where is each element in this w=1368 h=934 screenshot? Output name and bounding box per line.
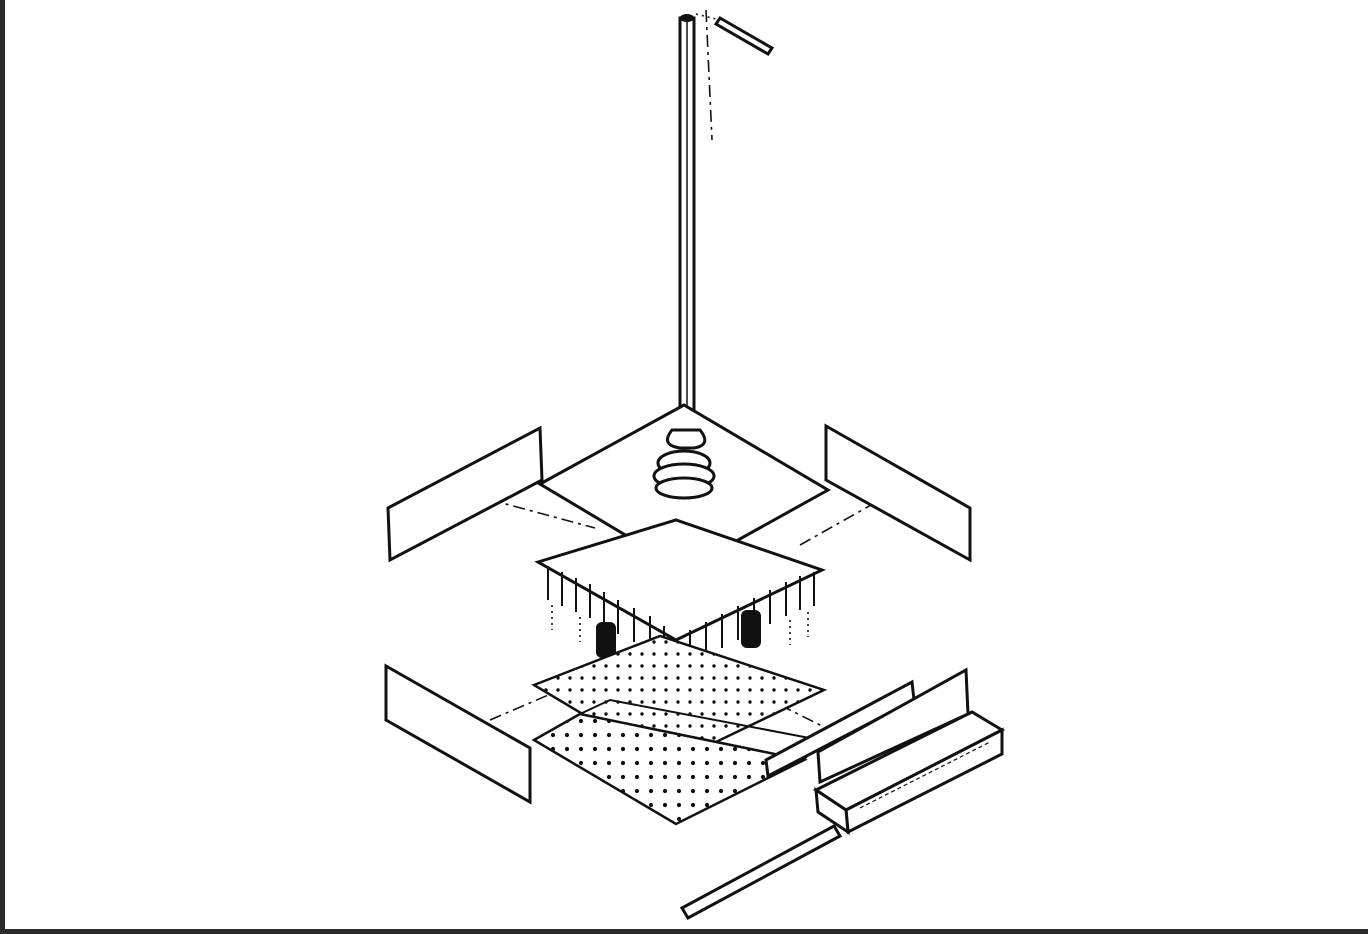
vertical-rod <box>680 14 694 438</box>
long-slide-bar <box>682 826 840 918</box>
side-panel-upper-left <box>388 428 542 560</box>
side-panel-lower-left <box>386 666 530 802</box>
handle <box>696 14 772 54</box>
frame-bottom-border <box>0 929 1368 934</box>
side-panel-upper-right <box>826 426 970 560</box>
